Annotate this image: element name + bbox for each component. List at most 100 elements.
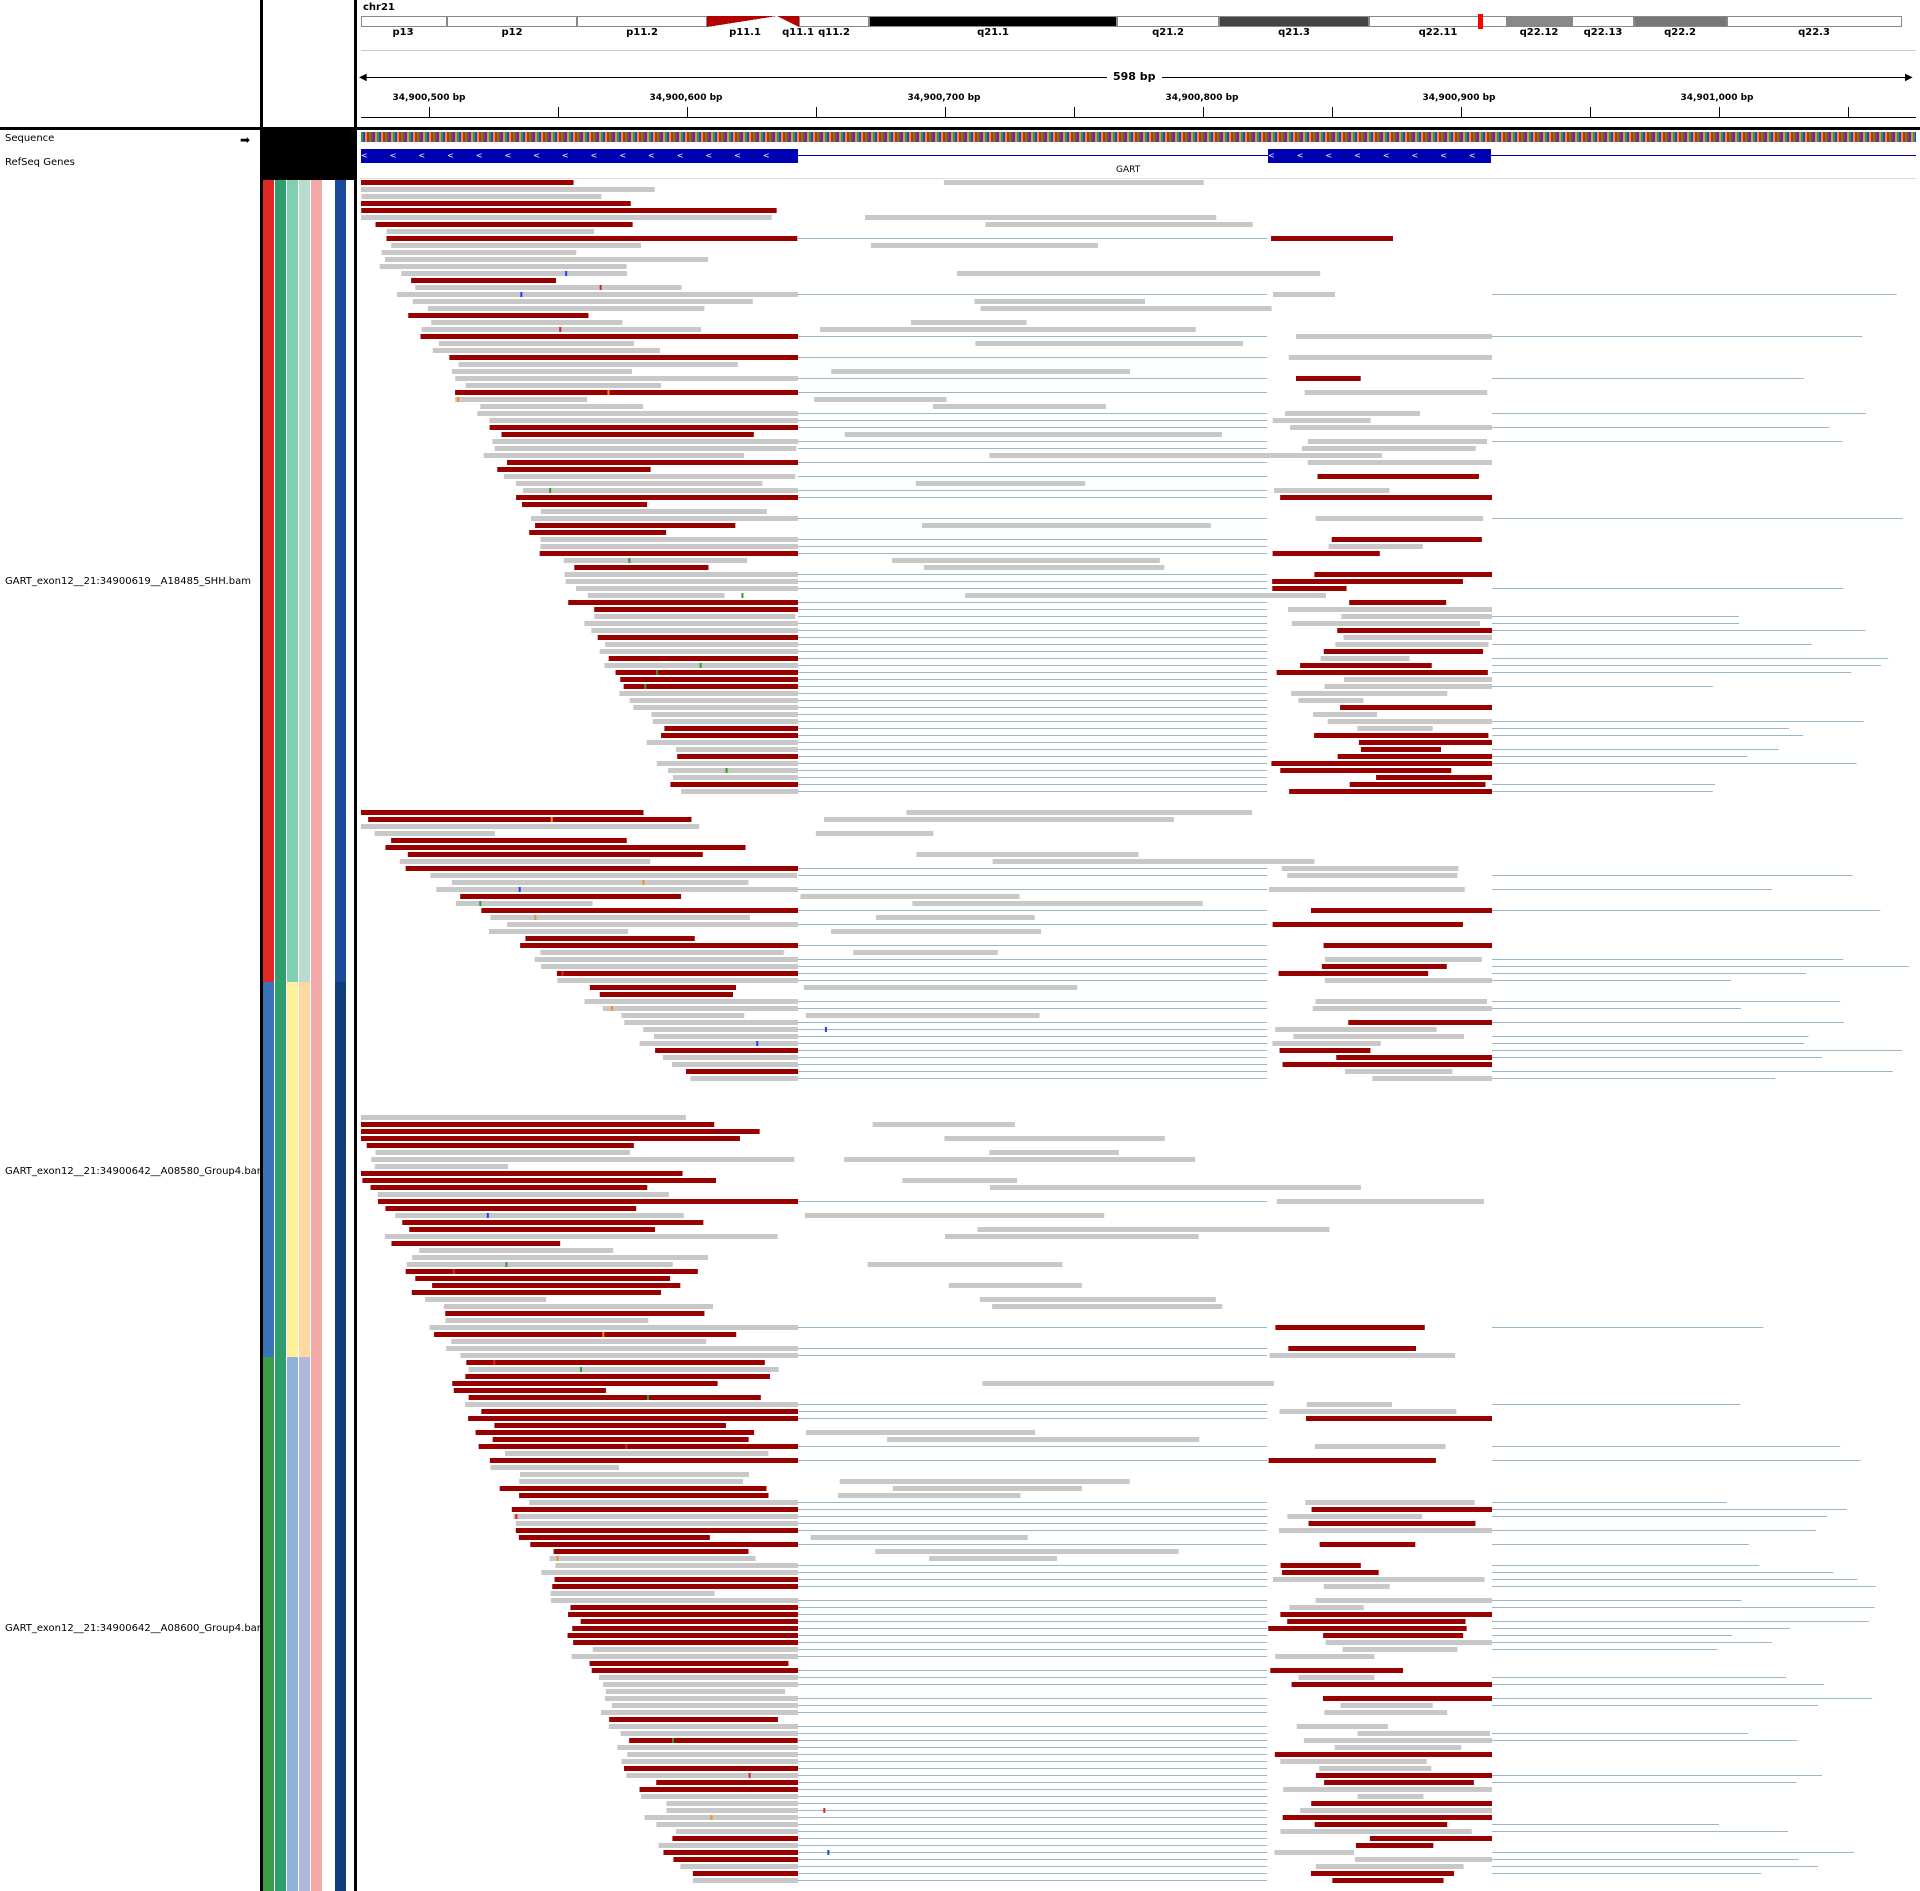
split-read-line: [798, 616, 1267, 617]
attribute-cell[interactable]: [287, 180, 299, 982]
attribute-cell[interactable]: [287, 1357, 299, 1891]
split-read-line: [1492, 735, 1804, 736]
attribute-cell[interactable]: [287, 982, 299, 1357]
read: [944, 1234, 1199, 1239]
split-read-line: [1492, 623, 1740, 624]
sequence-track[interactable]: [361, 132, 1916, 142]
split-read-line: [798, 1859, 1267, 1860]
bam-track-label-2[interactable]: GART_exon12__21:34900642__A08580_Group4.…: [5, 1166, 267, 1177]
attribute-cell[interactable]: [323, 180, 335, 982]
read: [602, 1006, 798, 1011]
read: [530, 516, 798, 521]
read: [1315, 516, 1484, 521]
read: [519, 1479, 744, 1484]
read: [603, 1682, 798, 1687]
ruler-tick: [816, 107, 817, 117]
position-ruler[interactable]: 34,900,500 bp 34,900,600 bp 34,900,700 bp 3…: [357, 0, 1920, 125]
read: [386, 236, 798, 241]
read: [452, 1381, 718, 1386]
refseq-track-label[interactable]: RefSeq Genes: [5, 157, 75, 168]
split-read-line: [1492, 889, 1773, 890]
refseq-gene-track[interactable]: <<<<<<<<<<<<<<< <<<<<<<< GART: [361, 149, 1916, 175]
attribute-cell[interactable]: [335, 1357, 347, 1891]
read: [563, 558, 748, 563]
strand-arrow-icon[interactable]: ➡: [240, 133, 251, 147]
read: [503, 474, 796, 479]
read: [1304, 390, 1488, 395]
attribute-cell[interactable]: [311, 180, 323, 982]
gene-name-label[interactable]: GART: [1116, 165, 1141, 175]
attribute-cell[interactable]: [299, 180, 311, 982]
cytoband-label: q22.12: [1519, 27, 1559, 38]
read: [944, 1136, 1165, 1141]
split-read-line: [798, 1516, 1267, 1517]
read: [501, 432, 754, 437]
read: [1357, 1794, 1424, 1799]
split-read-line: [1492, 910, 1881, 911]
read: [1285, 411, 1421, 416]
cytoband-label: q22.3: [1798, 27, 1830, 38]
read: [460, 894, 682, 899]
read: [1315, 1598, 1492, 1603]
alignment-reads[interactable]: [357, 180, 1920, 1891]
attribute-cell[interactable]: [275, 982, 287, 1357]
split-read-line: [798, 497, 1267, 498]
attribute-cell[interactable]: [263, 982, 275, 1357]
split-read-line: [798, 763, 1267, 764]
attribute-cell[interactable]: [323, 1357, 335, 1891]
attribute-cell[interactable]: [311, 1357, 323, 1891]
ruler-tick-label: 34,901,000 bp: [1680, 93, 1754, 103]
attribute-cell[interactable]: [263, 1357, 275, 1891]
read: [875, 1549, 1179, 1554]
read: [643, 1027, 798, 1032]
bam-track-label-3[interactable]: GART_exon12__21:34900642__A08600_Group4.…: [5, 1623, 267, 1634]
read: [916, 852, 1139, 857]
read: [656, 1780, 798, 1785]
read: [1280, 1829, 1472, 1834]
split-read-line: [798, 1327, 1267, 1328]
read: [1275, 1325, 1425, 1330]
attribute-cell[interactable]: [311, 982, 323, 1357]
cytoband-label: q11.2: [818, 27, 850, 38]
split-read-line: [798, 1712, 1267, 1713]
attribute-cell[interactable]: [323, 982, 335, 1357]
attribute-cell[interactable]: [299, 982, 311, 1357]
read: [1324, 978, 1492, 983]
read: [1279, 1048, 1371, 1053]
read: [1274, 488, 1390, 493]
read: [565, 579, 798, 584]
mismatch: [550, 817, 553, 822]
attribute-cell[interactable]: [335, 180, 347, 982]
split-read-line: [798, 392, 1267, 393]
attribute-cell[interactable]: [275, 180, 287, 982]
read: [690, 1076, 798, 1081]
split-read-line: [798, 966, 1267, 967]
read: [609, 1717, 778, 1722]
read: [507, 460, 798, 465]
read: [876, 915, 1035, 920]
ideogram[interactable]: p13 p12 p11.2 p11.1 q11.1 q11.2 q21.1 q21.2 q21.…: [357, 0, 1920, 45]
read: [432, 348, 660, 353]
read: [584, 999, 798, 1004]
split-read-line: [798, 1845, 1267, 1846]
attribute-cell[interactable]: [299, 1357, 311, 1891]
chromosome-name[interactable]: chr21: [363, 2, 395, 13]
bam-track-label-1[interactable]: GART_exon12__21:34900619__A18485_SHH.bam: [5, 576, 251, 587]
read: [804, 985, 1078, 990]
attribute-cell[interactable]: [335, 982, 347, 1357]
sequence-track-label[interactable]: Sequence: [5, 133, 55, 144]
read: [611, 1703, 798, 1708]
split-read-line: [798, 1523, 1267, 1524]
read: [656, 761, 798, 766]
read: [1336, 1055, 1492, 1060]
read: [980, 306, 1272, 311]
read: [680, 1864, 798, 1869]
attribute-cell[interactable]: [263, 180, 275, 982]
read: [399, 859, 651, 864]
attribute-cell[interactable]: [275, 1357, 287, 1891]
mismatch: [710, 1815, 713, 1820]
read: [853, 950, 998, 955]
mismatch: [741, 593, 744, 598]
mismatch: [534, 915, 537, 920]
read: [443, 1304, 713, 1309]
